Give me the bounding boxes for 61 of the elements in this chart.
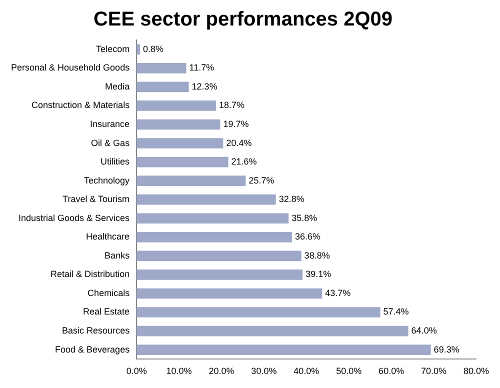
y-tick-label: Chemicals (88, 288, 130, 298)
data-label: 43.7% (325, 288, 351, 298)
data-label: 57.4% (383, 306, 409, 317)
y-tick-label: Telecom (96, 44, 130, 54)
y-tick-label: Banks (104, 250, 130, 260)
bar (136, 344, 431, 355)
x-tick-label: 10.0% (166, 366, 192, 376)
bar (136, 307, 380, 318)
y-tick-label: Insurance (90, 118, 130, 129)
y-tick-label: Travel & Tourism (62, 194, 130, 204)
x-tick-label: 80.0% (463, 366, 490, 376)
y-tick-label: Retail & Distribution (50, 269, 130, 280)
data-label: 69.3% (434, 344, 460, 354)
bar (136, 194, 276, 205)
x-tick-label: 60.0% (378, 366, 404, 376)
bar (136, 270, 303, 280)
bar (136, 156, 228, 168)
data-label: 35.8% (292, 212, 318, 223)
bar (136, 138, 224, 148)
bar (136, 176, 246, 186)
bar (136, 44, 140, 55)
bar (136, 213, 289, 224)
y-tick-label: Industrial Goods & Services (18, 212, 130, 223)
data-label: 20.4% (226, 138, 252, 148)
data-label: 39.1% (306, 269, 332, 280)
data-label: 18.7% (218, 100, 244, 110)
data-label: 12.3% (192, 81, 218, 92)
data-label: 0.8% (142, 44, 164, 54)
y-tick-label: Media (105, 81, 130, 92)
bar (136, 119, 220, 130)
y-tick-label: Utilities (100, 156, 130, 167)
bar (136, 82, 189, 92)
bar (136, 250, 302, 262)
data-label: 21.6% (231, 156, 257, 167)
chart-title: CEE sector performances 2Q09 (93, 8, 393, 31)
data-label: 11.7% (189, 62, 214, 73)
x-tick-label: 30.0% (251, 366, 277, 376)
x-tick-label: 0.0% (126, 366, 147, 376)
x-tick-label: 40.0% (294, 366, 320, 376)
data-label: 36.6% (294, 232, 320, 242)
data-label: 32.8% (278, 194, 304, 204)
bar (136, 100, 216, 111)
y-tick-label: Basic Resources (62, 326, 130, 336)
data-label: 64.0% (411, 326, 437, 336)
bar (136, 63, 186, 74)
bar (136, 326, 408, 336)
y-tick-label: Technology (84, 175, 130, 186)
y-tick-label: Healthcare (86, 232, 130, 242)
x-tick-label: 50.0% (336, 366, 362, 376)
y-tick-label: Construction & Materials (32, 100, 130, 110)
y-tick-label: Real Estate (83, 306, 130, 317)
data-label: 19.7% (223, 118, 249, 129)
data-label: 25.7% (248, 175, 274, 186)
y-tick-label: Oil & Gas (91, 138, 130, 148)
bar (136, 288, 322, 299)
bar (136, 232, 292, 242)
x-tick-label: 70.0% (421, 366, 447, 376)
x-tick-label: 20.0% (208, 366, 234, 376)
y-tick-label: Personal & Household Goods (10, 62, 130, 73)
data-label: 38.8% (304, 250, 330, 260)
y-tick-label: Food & Beverages (55, 344, 130, 354)
